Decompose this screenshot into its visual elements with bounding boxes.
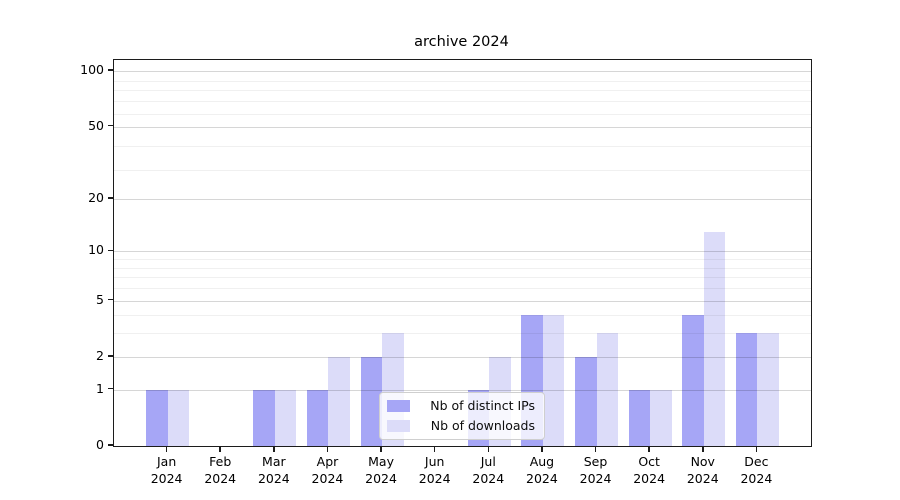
y-axis-label-2: 2 [96, 347, 104, 363]
bar-distinct-ips-mar [253, 389, 275, 446]
bars-layer [114, 60, 811, 446]
bar-distinct-ips-apr [307, 389, 329, 446]
x-axis-tick-aug [541, 446, 543, 452]
x-axis-label-apr: Apr 2024 [292, 454, 362, 488]
plot-area [113, 59, 812, 447]
x-axis-label-jan: Jan 2024 [132, 454, 202, 488]
x-axis-label-month: May [368, 454, 394, 469]
x-axis-label-month: Oct [638, 454, 660, 469]
x-axis-label-year: 2024 [472, 470, 505, 486]
bar-downloads-mar [274, 389, 297, 446]
y-axis-label-50: 50 [88, 117, 104, 133]
y-axis-tick-100 [108, 69, 113, 71]
x-axis-label-sep: Sep 2024 [561, 454, 631, 488]
x-axis-label-may: May 2024 [346, 454, 416, 488]
bar-distinct-ips-may [360, 356, 383, 446]
bar-distinct-ips-jan [146, 389, 168, 446]
legend-label: Nb of downloads [430, 418, 535, 433]
x-axis-label-aug: Aug 2024 [507, 454, 577, 488]
y-axis-label-5: 5 [96, 291, 104, 307]
x-axis-label-year: 2024 [257, 470, 290, 486]
bar-distinct-ips-sep [575, 356, 597, 446]
x-axis-label-year: 2024 [311, 470, 344, 486]
x-axis-label-mar: Mar 2024 [239, 454, 309, 488]
x-axis-tick-dec [755, 446, 758, 452]
x-axis-tick-may [380, 446, 382, 452]
x-axis-label-month: Apr [316, 454, 339, 469]
x-axis-label-year: 2024 [686, 470, 719, 486]
bar-downloads-jan [167, 389, 190, 446]
x-axis-label-month: Jan [156, 454, 177, 469]
y-axis-tick-2 [108, 355, 113, 357]
bar-distinct-ips-dec [735, 333, 758, 446]
legend-item-downloads: Nb of downloads [387, 418, 535, 433]
x-axis-label-month: Dec [744, 454, 769, 469]
bar-distinct-ips-nov [682, 315, 704, 446]
y-axis-label-10: 10 [88, 242, 104, 258]
x-axis-label-month: Sep [583, 454, 608, 469]
y-axis-label-1: 1 [96, 380, 104, 396]
x-axis-tick-sep [594, 446, 597, 452]
x-axis-label-oct: Oct 2024 [614, 454, 684, 488]
bar-downloads-aug [542, 315, 565, 446]
x-axis-tick-mar [273, 446, 275, 452]
legend: Nb of distinct IPs Nb of downloads [379, 392, 545, 440]
x-axis-tick-jul [487, 446, 490, 452]
x-axis-label-month: Jun [424, 454, 445, 469]
x-axis-label-jun: Jun 2024 [400, 454, 470, 488]
x-axis-tick-jan [165, 446, 168, 452]
y-axis-tick-20 [108, 197, 113, 199]
x-axis-label-nov: Nov 2024 [668, 454, 738, 488]
x-axis-label-month: Jul [480, 454, 496, 469]
x-axis-tick-feb [219, 446, 221, 452]
y-axis-label-100: 100 [80, 62, 104, 78]
legend-item-distinct-ips: Nb of distinct IPs [387, 398, 535, 413]
legend-swatch-icon [387, 419, 410, 432]
bar-distinct-ips-oct [628, 389, 651, 446]
x-axis-label-month: Aug [529, 454, 555, 469]
bar-downloads-dec [757, 333, 779, 446]
x-axis-label-year: 2024 [633, 470, 666, 486]
x-axis-label-year: 2024 [740, 470, 773, 486]
y-axis-tick-5 [108, 298, 113, 301]
x-axis-label-feb: Feb 2024 [185, 454, 255, 488]
x-axis-label-year: 2024 [526, 470, 558, 486]
x-axis-label-month: Nov [690, 454, 715, 469]
bar-downloads-nov [703, 231, 726, 446]
bar-downloads-apr [328, 356, 350, 446]
legend-label: Nb of distinct IPs [430, 398, 535, 413]
y-axis-tick-0 [108, 444, 113, 446]
bar-downloads-sep [596, 333, 618, 446]
x-axis-label-jul: Jul 2024 [453, 454, 523, 488]
x-axis-label-month: Mar [262, 454, 286, 469]
x-axis-tick-jun [433, 446, 436, 452]
x-axis-label-year: 2024 [579, 470, 612, 486]
y-axis-tick-50 [108, 124, 113, 127]
x-axis-label-year: 2024 [418, 470, 451, 486]
x-axis-label-dec: Dec 2024 [721, 454, 791, 488]
x-axis-label-year: 2024 [150, 470, 183, 486]
y-axis-label-20: 20 [88, 189, 104, 205]
y-axis-tick-1 [108, 387, 113, 390]
x-axis-tick-oct [648, 446, 650, 452]
bar-downloads-oct [650, 389, 672, 446]
x-axis-label-year: 2024 [365, 470, 397, 486]
legend-swatch-icon [387, 399, 410, 412]
y-axis-label-0: 0 [96, 437, 104, 452]
x-axis-tick-nov [702, 446, 704, 452]
x-axis-label-year: 2024 [204, 470, 237, 486]
chart-title: archive 2024 [414, 34, 509, 50]
y-axis-tick-10 [108, 249, 113, 252]
x-axis-label-month: Feb [209, 454, 232, 469]
x-axis-tick-apr [326, 446, 329, 452]
